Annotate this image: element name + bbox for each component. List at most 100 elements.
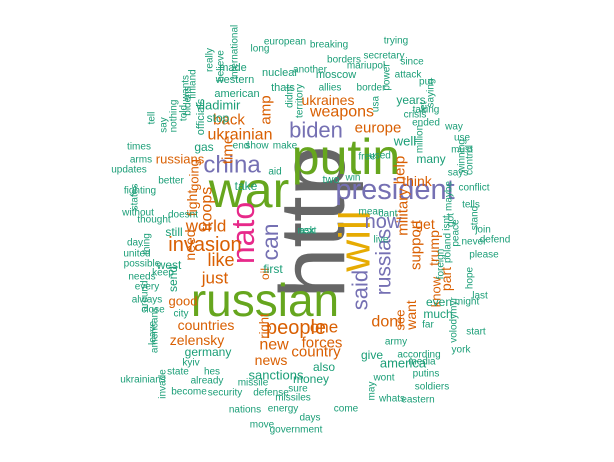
word-many: many	[416, 152, 445, 166]
word-bidens: bidens	[183, 86, 194, 115]
word-going: going	[187, 159, 202, 191]
word-arms: arms	[130, 155, 152, 166]
word-free: free	[358, 152, 376, 163]
word-amp: amp	[258, 95, 275, 124]
word-nothing: nothing	[169, 100, 180, 133]
word-putins: putins	[413, 369, 440, 380]
word-like: like	[207, 250, 234, 270]
word-trying: trying	[384, 36, 408, 47]
word-according: according	[397, 350, 440, 361]
word-mariupol: mariupol	[347, 61, 385, 72]
word-power: power	[382, 63, 393, 91]
word-york: york	[452, 345, 472, 356]
word-defend: defend	[480, 235, 511, 246]
word-cant: cant	[379, 209, 398, 220]
word-one: one	[310, 318, 338, 337]
word-europe: europe	[355, 120, 402, 137]
word-believe: believe	[216, 50, 227, 82]
word-take: take	[235, 179, 258, 193]
word-join: join	[474, 225, 491, 236]
word-keep: keep	[152, 268, 174, 279]
word-whats: whats	[378, 394, 405, 405]
word-two: two	[322, 174, 339, 186]
word-secretary: secretary	[363, 51, 404, 62]
word-attack: attack	[395, 70, 423, 81]
word-news: news	[255, 352, 288, 368]
word-saying: saying	[426, 79, 437, 108]
word-know: know	[429, 276, 444, 307]
word-thought: thought	[137, 215, 171, 226]
word-invade: invade	[158, 369, 169, 399]
word-must: must	[451, 145, 473, 156]
word-sure: sure	[288, 384, 308, 395]
word-war: war	[208, 162, 290, 218]
word-always: always	[132, 295, 163, 306]
word-america: america	[380, 356, 427, 371]
word-next: next	[298, 226, 317, 237]
word-china: china	[203, 152, 261, 179]
word-day: day	[127, 238, 143, 249]
word-still: still	[165, 225, 182, 239]
word-time: time	[220, 136, 237, 164]
word-get: get	[415, 216, 435, 232]
word-close: close	[141, 305, 165, 316]
word-last: last	[472, 291, 488, 302]
word-aid: aid	[268, 167, 281, 178]
word-send: send	[166, 266, 180, 292]
word-gas: gas	[194, 140, 213, 154]
word-stand: stand	[470, 206, 481, 230]
word-forces: forces	[302, 335, 343, 352]
word-putin: putin	[292, 129, 400, 185]
word-government: government	[270, 425, 323, 436]
word-money: money	[293, 372, 329, 386]
word-army: army	[385, 337, 407, 348]
word-usa: usa	[371, 96, 382, 113]
word-eastern: eastern	[401, 395, 434, 406]
word-hes: hes	[204, 367, 220, 378]
word-city: city	[174, 309, 189, 320]
word-also: also	[313, 360, 335, 374]
word-said: said	[348, 270, 373, 310]
word-might: might	[455, 297, 480, 308]
word-taking: taking	[413, 105, 440, 116]
word-missiles: missiles	[275, 393, 311, 404]
word-leave: leave	[148, 321, 159, 345]
word-days: days	[299, 413, 320, 424]
word-need: need	[182, 229, 198, 260]
word-live: live	[373, 235, 388, 246]
word-trump: trump	[426, 230, 442, 266]
word-back: back	[213, 112, 245, 129]
word-russian: russian	[191, 274, 339, 326]
word-poland: poland	[443, 233, 454, 263]
word-ask: ask	[299, 226, 316, 237]
word-defense: defense	[253, 388, 289, 399]
word-breaking: breaking	[310, 40, 348, 51]
word-security: security	[208, 388, 242, 399]
word-really: really	[205, 48, 216, 72]
word-use: use	[454, 133, 471, 144]
word-nuclear: nuclear	[262, 67, 298, 79]
word-germany: germany	[185, 345, 232, 359]
word-put: put	[419, 77, 433, 88]
word-vladimir: vladimir	[196, 98, 241, 113]
word-tell: tell	[147, 112, 158, 125]
word-invasion: invasion	[168, 234, 241, 256]
word-without: without	[121, 208, 154, 219]
word-give: give	[361, 348, 383, 362]
word-fight: fight	[184, 190, 200, 217]
word-energy: energy	[268, 404, 299, 415]
word-borders: borders	[327, 55, 361, 66]
word-maybe: maybe	[444, 181, 455, 211]
word-can: can	[257, 223, 283, 260]
word-right: right	[257, 313, 272, 339]
word-new: new	[259, 337, 289, 354]
word-now: now	[365, 211, 402, 233]
word-hope: hope	[465, 266, 476, 289]
word-much: much	[423, 307, 452, 321]
word-end: end	[233, 141, 250, 152]
word-help: help	[392, 156, 409, 184]
word-updates: updates	[111, 165, 147, 176]
word-states: states	[130, 184, 141, 211]
word-ukrainian: ukrainian	[208, 127, 273, 144]
word-just: just	[201, 269, 229, 288]
